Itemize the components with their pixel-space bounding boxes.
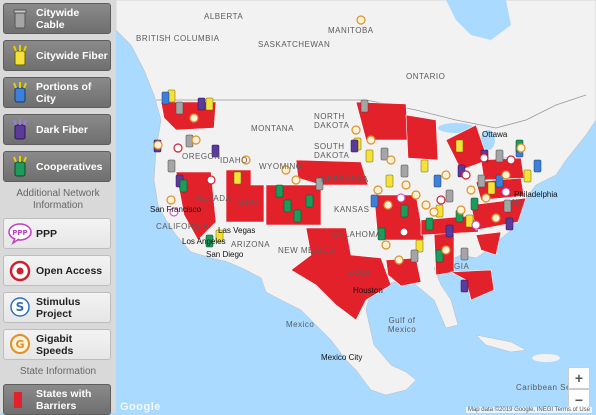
legend-portions-of-city-button[interactable]: Portions of City <box>3 77 111 108</box>
map-canvas[interactable]: BRITISH COLUMBIA ALBERTA SASKATCHEWAN MA… <box>116 0 596 413</box>
barrier-state-florida <box>449 269 495 301</box>
barrier-states <box>160 101 527 321</box>
region-label-north-dakota: NORTH DAKOTA <box>314 112 350 130</box>
additional-network-title: Additional Network Information <box>16 188 100 211</box>
hudson-bay <box>446 0 511 40</box>
legend-label: Stimulus Project <box>36 295 81 320</box>
region-label-south-dakota: SOUTH DAKOTA <box>314 142 350 160</box>
map-svg <box>116 0 596 396</box>
yellow-tube-icon <box>13 44 27 65</box>
region-label-georgia: GIA <box>454 262 470 271</box>
google-logo: Google <box>120 401 161 413</box>
gray-tube-icon <box>13 9 27 28</box>
hispaniola <box>532 354 560 362</box>
barrier-state-wisconsin <box>405 114 439 161</box>
legend-stimulus-project-button[interactable]: S Stimulus Project <box>3 292 111 323</box>
legend-ppp-button[interactable]: PPP PPP <box>3 218 111 249</box>
barrier-state-nebraska <box>295 159 369 186</box>
region-label-utah: UTAH <box>238 198 262 207</box>
region-label-ontario: ONTARIO <box>406 72 446 81</box>
region-label-caribbean: Caribbean Sea <box>516 383 576 392</box>
region-label-arizona: ARIZONA <box>231 240 271 249</box>
zoom-in-button[interactable]: + <box>568 367 590 389</box>
legend-citywide-fiber-button[interactable]: Citywide Fiber <box>3 40 111 71</box>
green-tube-icon <box>13 155 27 176</box>
svg-text:G: G <box>15 338 24 351</box>
city-label-mexico-city: Mexico City <box>321 353 363 362</box>
region-label-saskatchewan: SASKATCHEWAN <box>258 40 331 49</box>
legend-label: Citywide Fiber <box>36 49 108 62</box>
purple-tube-icon <box>13 118 27 139</box>
legend-label: PPP <box>36 227 58 240</box>
city-label-houston: Houston <box>353 286 383 295</box>
region-label-mexico: Mexico <box>286 320 315 329</box>
legend-states-with-barriers-button[interactable]: States with Barriers <box>3 384 111 415</box>
legend-cooperatives-button[interactable]: Cooperatives <box>3 151 111 182</box>
city-label-ottawa: Ottawa <box>482 130 508 139</box>
region-label-montana: MONTANA <box>251 124 294 133</box>
region-label-oregon: OREGON <box>182 152 221 161</box>
legend-label: Citywide Cable <box>36 6 80 31</box>
region-label-nevada: NEVADA <box>196 194 232 203</box>
legend-label: Gigabit Speeds <box>36 332 74 357</box>
legend-dark-fiber-button[interactable]: Dark Fiber <box>3 114 111 145</box>
legend-label: Cooperatives <box>36 160 103 173</box>
region-label-california: CALIFORNIA <box>156 222 210 231</box>
barrier-state-south-carolina <box>475 231 502 256</box>
region-label-nj: NJ <box>512 198 523 207</box>
ppp-bubble-icon: PPP <box>8 222 32 245</box>
city-label-las-vegas: Las Vegas <box>218 226 256 235</box>
lake-huron <box>481 130 495 150</box>
region-label-manitoba: MANITOBA <box>328 26 374 35</box>
city-label-san-diego: San Diego <box>206 250 244 259</box>
city-label-los-angeles: Los Angeles <box>182 237 226 246</box>
legend-sidebar: Citywide Cable Citywide Fiber Portions o… <box>0 0 116 415</box>
region-label-new-mexico: NEW MEXICO <box>278 246 336 255</box>
svg-text:PPP: PPP <box>12 229 27 237</box>
legend-gigabit-speeds-button[interactable]: G Gigabit Speeds <box>3 329 111 360</box>
legend-label: States with Barriers <box>36 387 92 412</box>
legend-label: Portions of City <box>36 80 92 105</box>
region-label-oklahoma: OKLAHOMA <box>332 230 382 239</box>
city-label-san-francisco: San Francisco <box>150 205 202 214</box>
network-markers <box>153 15 542 293</box>
state-info-title: State Information <box>19 366 97 377</box>
city-label-philadelphia: Philadelphia <box>514 190 558 199</box>
legend-label: Dark Fiber <box>36 123 88 136</box>
map-attribution[interactable]: Map data ©2019 Google, INEGI Terms of Us… <box>465 407 592 413</box>
red-square-icon <box>14 391 22 408</box>
cuba <box>475 334 527 353</box>
legend-citywide-cable-button[interactable]: Citywide Cable <box>3 3 111 34</box>
svg-text:S: S <box>16 300 25 314</box>
blue-tube-icon <box>13 81 27 102</box>
us-canada-border <box>156 94 587 129</box>
legend-label: Open Access <box>36 264 103 277</box>
region-label-british-columbia: BRITISH COLUMBIA <box>136 34 220 43</box>
barrier-state-texas <box>290 227 392 321</box>
region-label-wyoming: WYOMING <box>259 162 303 171</box>
region-label-texas: TEXAS <box>341 268 370 277</box>
legend-open-access-button[interactable]: Open Access <box>3 255 111 286</box>
gigabit-icon: G <box>10 333 30 354</box>
region-label-alberta: ALBERTA <box>204 12 244 21</box>
region-label-nebraska: NEBRASKA <box>321 175 369 184</box>
region-label-gulf: Gulf of Mexico <box>387 316 417 334</box>
open-access-icon <box>9 260 31 281</box>
region-label-kansas: KANSAS <box>334 205 370 214</box>
region-label-idaho: IDAHO <box>220 156 248 165</box>
stimulus-icon: S <box>10 296 30 317</box>
